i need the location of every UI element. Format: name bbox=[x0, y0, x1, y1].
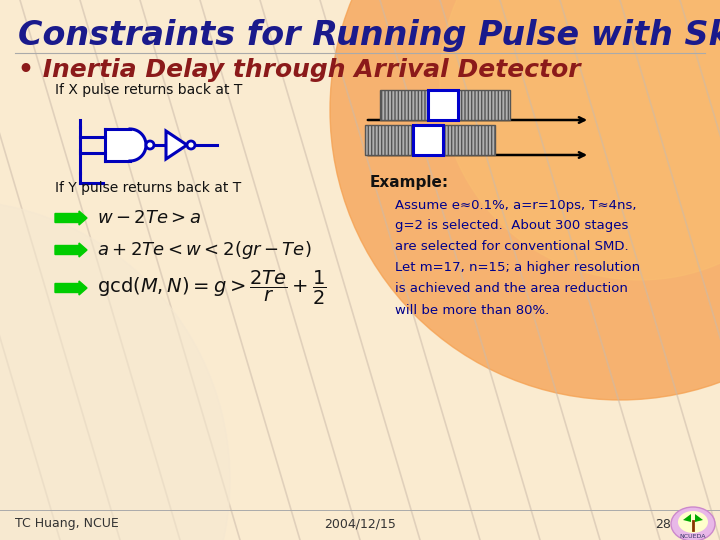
Text: are selected for conventional SMD.: are selected for conventional SMD. bbox=[395, 240, 629, 253]
Polygon shape bbox=[166, 131, 187, 159]
Text: If X pulse returns back at T: If X pulse returns back at T bbox=[55, 83, 243, 97]
Text: is achieved and the area reduction: is achieved and the area reduction bbox=[395, 282, 628, 295]
Bar bbox=[428, 90, 458, 120]
Polygon shape bbox=[695, 514, 703, 522]
Circle shape bbox=[146, 141, 154, 149]
Polygon shape bbox=[105, 129, 130, 161]
Ellipse shape bbox=[678, 511, 708, 533]
Bar bbox=[365, 125, 495, 155]
Text: 28: 28 bbox=[655, 517, 671, 530]
Bar bbox=[413, 125, 443, 155]
Text: Let m=17, n=15; a higher resolution: Let m=17, n=15; a higher resolution bbox=[395, 261, 640, 274]
FancyArrow shape bbox=[55, 211, 87, 225]
Text: Example:: Example: bbox=[370, 174, 449, 190]
Text: TC Huang, NCUE: TC Huang, NCUE bbox=[15, 517, 119, 530]
Text: $w - 2Te > a$: $w - 2Te > a$ bbox=[97, 209, 202, 227]
Text: • Inertia Delay through Arrival Detector: • Inertia Delay through Arrival Detector bbox=[18, 58, 580, 82]
Text: NCUEDA: NCUEDA bbox=[680, 535, 706, 539]
Text: will be more than 80%.: will be more than 80%. bbox=[395, 303, 549, 316]
Text: Assume e≈0.1%, a=r=10ps, T≈4ns,: Assume e≈0.1%, a=r=10ps, T≈4ns, bbox=[395, 199, 636, 212]
Circle shape bbox=[0, 200, 230, 540]
Bar bbox=[428, 90, 458, 120]
Polygon shape bbox=[683, 514, 691, 522]
Ellipse shape bbox=[671, 507, 715, 540]
FancyArrow shape bbox=[55, 281, 87, 295]
Text: If Y pulse returns back at T: If Y pulse returns back at T bbox=[55, 181, 241, 195]
Text: Constraints for Running Pulse with Skew: Constraints for Running Pulse with Skew bbox=[18, 18, 720, 51]
Circle shape bbox=[330, 0, 720, 400]
Polygon shape bbox=[130, 129, 146, 161]
Bar bbox=[413, 125, 443, 155]
Circle shape bbox=[187, 141, 195, 149]
FancyArrow shape bbox=[55, 243, 87, 257]
Text: $\mathrm{gcd}(M,N) = g > \dfrac{2Te}{r} + \dfrac{1}{2}$: $\mathrm{gcd}(M,N) = g > \dfrac{2Te}{r} … bbox=[97, 269, 326, 307]
Text: $a + 2Te < w < 2(gr - Te)$: $a + 2Te < w < 2(gr - Te)$ bbox=[97, 239, 312, 261]
Text: X: X bbox=[415, 94, 427, 110]
Text: 2004/12/15: 2004/12/15 bbox=[324, 517, 396, 530]
Text: g=2 is selected.  About 300 stages: g=2 is selected. About 300 stages bbox=[395, 219, 629, 233]
Bar bbox=[380, 90, 510, 120]
Text: Y: Y bbox=[400, 130, 411, 145]
Circle shape bbox=[440, 0, 720, 280]
